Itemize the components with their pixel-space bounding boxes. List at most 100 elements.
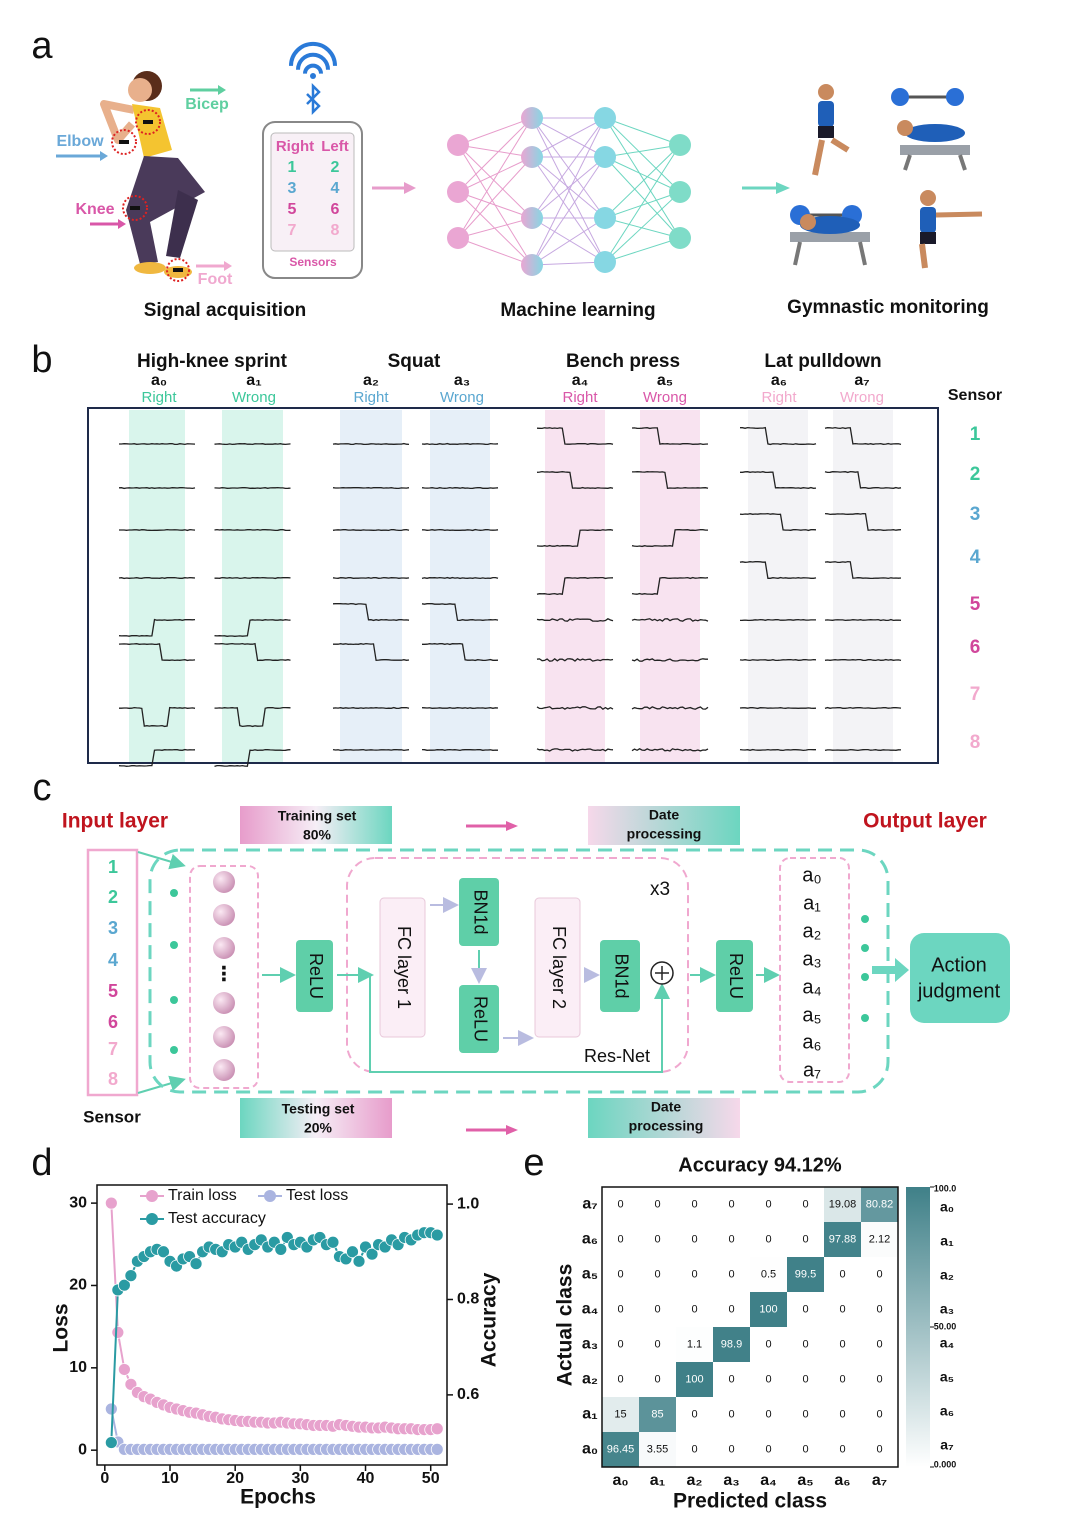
cell-label: 99.5 — [795, 1268, 816, 1280]
output-label: a₃ — [802, 948, 821, 970]
signal-trace — [118, 576, 196, 580]
output-label: a₁ — [803, 892, 821, 914]
leg2 — [166, 190, 198, 258]
colorbar-category: a₂ — [940, 1267, 954, 1283]
action-label: a₃ — [454, 372, 470, 389]
colorbar-label: 0.000 — [934, 1459, 957, 1469]
output-label: a₆ — [802, 1031, 821, 1053]
series-line — [110, 1231, 438, 1443]
cell-label: 0 — [617, 1233, 623, 1245]
cell-label: 0 — [876, 1408, 882, 1420]
heat-cell — [676, 1397, 713, 1432]
y2-axis-label: Accuracy — [478, 1272, 501, 1367]
cell-label: 0 — [691, 1443, 697, 1455]
input-number: 5 — [108, 981, 118, 1001]
y-tick-label: a₆ — [582, 1231, 598, 1248]
cell-label: 0 — [654, 1303, 660, 1315]
relu-box — [459, 985, 499, 1053]
input-column — [86, 848, 139, 1097]
signal-trace — [118, 748, 196, 767]
nn-edge — [531, 217, 606, 263]
nn-edge — [531, 117, 606, 266]
cell-label: 0 — [728, 1233, 734, 1245]
neuron — [213, 871, 235, 893]
heat-cell — [713, 1292, 750, 1327]
signal-trace — [739, 512, 817, 532]
bench — [790, 232, 870, 242]
x-tick-label: 50 — [422, 1470, 440, 1487]
bluetooth — [306, 82, 321, 116]
series-marker — [352, 1254, 366, 1268]
heat-cell — [824, 1432, 861, 1467]
nn-edge — [604, 217, 681, 239]
series-marker — [189, 1257, 203, 1271]
cell-label: 3.55 — [647, 1443, 668, 1455]
group-title: Lat pulldown — [764, 351, 881, 372]
cell-label: 100 — [685, 1373, 703, 1385]
dot — [170, 996, 178, 1004]
heat-cell — [713, 1327, 750, 1362]
x-tick-label: 10 — [161, 1470, 179, 1487]
bn-box — [459, 878, 499, 946]
fc-box — [379, 897, 426, 1038]
nn-edge — [604, 191, 681, 219]
bench-leg — [858, 241, 867, 266]
signal-trace — [214, 706, 291, 728]
heat-cell — [824, 1327, 861, 1362]
action-label: a₇ — [854, 372, 869, 389]
arrow-head — [776, 182, 790, 194]
cell-label: 0 — [839, 1303, 845, 1315]
person-head — [920, 190, 936, 206]
nn-node — [521, 107, 543, 129]
signal-trace — [824, 470, 902, 489]
arrow-head — [404, 182, 416, 194]
cell-label: 0 — [691, 1303, 697, 1315]
signal-trace — [536, 657, 614, 662]
heat-cell — [861, 1432, 898, 1467]
signal-trace — [421, 707, 499, 709]
nn-edge — [457, 156, 533, 193]
signal-trace — [739, 658, 817, 662]
panel-label: e — [523, 1142, 544, 1184]
phone-sensor: 3 — [288, 180, 297, 197]
x-tick-label: a₇ — [872, 1472, 887, 1489]
torso — [132, 104, 172, 158]
judgment-text: judgment — [917, 980, 1001, 1002]
bench — [900, 145, 970, 155]
y-axis-label: Actual class — [554, 1264, 577, 1387]
arm — [100, 100, 136, 144]
colorbar-category: a₄ — [940, 1335, 954, 1351]
y2-tick-label: 1.0 — [457, 1195, 479, 1212]
heat-cell — [824, 1257, 861, 1292]
signal-trace — [536, 427, 614, 445]
bn-box-text: BN1d — [470, 889, 490, 934]
sensor-number: 7 — [970, 684, 981, 705]
cell-label: 0 — [617, 1268, 623, 1280]
cell-label: 0 — [839, 1408, 845, 1420]
relu-box-text: ReLU — [470, 996, 490, 1042]
signal-trace — [332, 576, 410, 579]
nn-node — [521, 146, 543, 168]
person-lying — [905, 124, 965, 142]
signal-trace — [332, 706, 410, 710]
heat-cell — [750, 1362, 787, 1397]
cell-label: 0 — [802, 1443, 808, 1455]
cell-label: 0 — [876, 1268, 882, 1280]
panel-caption: Gymnastic monitoring — [787, 297, 989, 318]
person-body — [818, 101, 834, 127]
cell-label: 96.45 — [607, 1443, 635, 1455]
nn-edge — [604, 117, 681, 193]
phone-sensor: 8 — [331, 222, 340, 239]
heat-cell — [602, 1397, 639, 1432]
heat-cell — [787, 1222, 824, 1257]
arrow — [137, 851, 186, 870]
plot-frame — [96, 1184, 448, 1466]
input-number: 6 — [108, 1012, 118, 1032]
signal-trace — [119, 528, 196, 532]
signal-trace — [214, 486, 291, 490]
signal-trace — [739, 561, 817, 579]
signal-trace — [536, 618, 614, 622]
output-label: a₂ — [803, 920, 822, 942]
nn-edge — [604, 156, 681, 193]
sensor-ring — [122, 195, 148, 221]
